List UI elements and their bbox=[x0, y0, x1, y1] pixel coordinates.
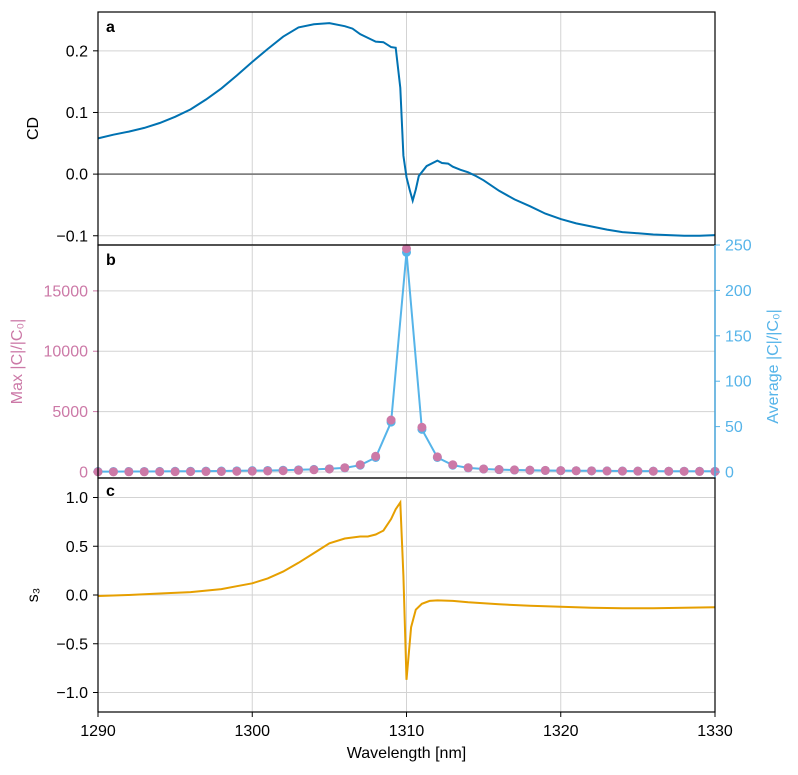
panel-b-y2label: Average |C|/|C₀| bbox=[765, 309, 782, 424]
panel-b-ylabel: Max |C|/|C₀| bbox=[9, 319, 26, 405]
panel-c-ylabel: s₃ bbox=[25, 588, 42, 603]
s3-series-line bbox=[97, 499, 716, 680]
panel-c-label: c bbox=[106, 483, 115, 500]
max-marker bbox=[386, 415, 396, 425]
x-tick-label: 1300 bbox=[234, 723, 270, 740]
y-tick-label: 15000 bbox=[44, 283, 89, 300]
max-marker bbox=[556, 466, 566, 476]
panel-b-grid bbox=[97, 245, 716, 478]
max-marker bbox=[633, 466, 643, 476]
x-tick-label: 1320 bbox=[543, 723, 579, 740]
y2-tick-label: 150 bbox=[725, 328, 752, 345]
max-marker bbox=[479, 464, 489, 474]
y-tick-label: −0.5 bbox=[56, 636, 88, 653]
y-tick-label: 0.0 bbox=[66, 588, 88, 605]
panel-a-label: a bbox=[106, 19, 115, 36]
panel-a-grid bbox=[97, 12, 716, 245]
x-tick-label: 1310 bbox=[389, 723, 425, 740]
max-marker bbox=[540, 465, 550, 475]
max-marker bbox=[648, 466, 658, 476]
x-axis-label: Wavelength [nm] bbox=[347, 745, 466, 762]
max-marker bbox=[463, 463, 473, 473]
y2-tick-label: 50 bbox=[725, 419, 743, 436]
max-marker bbox=[263, 466, 273, 476]
max-marker bbox=[371, 451, 381, 461]
max-marker bbox=[247, 466, 257, 476]
x-tick-label: 1290 bbox=[80, 723, 116, 740]
max-marker bbox=[201, 467, 211, 477]
panel-b-label: b bbox=[106, 252, 116, 269]
max-marker bbox=[232, 466, 242, 476]
y2-tick-label: 100 bbox=[725, 374, 752, 391]
max-marker bbox=[695, 466, 705, 476]
panel-c: −1.0 −0.5 0.0 0.5 1.0 1290 1300 1310 1320 1330 c… bbox=[25, 477, 733, 762]
y-tick-label: 0 bbox=[79, 464, 88, 481]
y-tick-label: 1.0 bbox=[66, 490, 88, 507]
max-marker bbox=[139, 467, 149, 477]
max-marker bbox=[525, 465, 535, 475]
panel-a: −0.1 0.0 0.1 0.2 a CD bbox=[25, 11, 716, 246]
panel-c-frame bbox=[97, 477, 716, 713]
panel-a-ylabel: CD bbox=[25, 117, 42, 140]
max-marker bbox=[355, 460, 365, 470]
panel-b: 0 5000 10000 15000 0 50 100 150 200 250 b Max |C… bbox=[9, 238, 782, 482]
max-marker bbox=[664, 466, 674, 476]
max-marker bbox=[417, 422, 427, 432]
max-marker bbox=[108, 467, 118, 477]
y-tick-label: 0.1 bbox=[66, 105, 88, 122]
max-marker bbox=[509, 465, 519, 475]
y-tick-label: 0.0 bbox=[66, 167, 88, 184]
max-marker bbox=[309, 465, 319, 475]
cd-series-line bbox=[97, 22, 716, 237]
panel-c-yticks: −1.0 −0.5 0.0 0.5 1.0 bbox=[56, 490, 98, 702]
max-marker bbox=[124, 467, 134, 477]
max-marker bbox=[186, 467, 196, 477]
panel-b-yticks-left: 0 5000 10000 15000 bbox=[44, 283, 98, 481]
max-marker bbox=[587, 466, 597, 476]
max-marker bbox=[340, 463, 350, 473]
max-series-markers bbox=[93, 244, 720, 477]
x-tick-label: 1330 bbox=[697, 723, 733, 740]
max-marker bbox=[294, 465, 304, 475]
y2-tick-label: 0 bbox=[725, 465, 734, 482]
max-marker bbox=[448, 460, 458, 470]
max-marker bbox=[155, 467, 165, 477]
panel-b-yticks-right: 0 50 100 150 200 250 bbox=[715, 238, 752, 482]
max-marker bbox=[571, 466, 581, 476]
y-tick-label: −1.0 bbox=[56, 685, 88, 702]
y2-tick-label: 200 bbox=[725, 283, 752, 300]
max-marker bbox=[494, 465, 504, 475]
max-marker bbox=[602, 466, 612, 476]
max-marker bbox=[679, 466, 689, 476]
y-tick-label: −0.1 bbox=[56, 228, 88, 245]
y-tick-label: 0.2 bbox=[66, 43, 88, 60]
max-marker bbox=[402, 244, 411, 254]
max-marker bbox=[432, 452, 442, 462]
max-marker bbox=[278, 466, 288, 476]
y-tick-label: 10000 bbox=[44, 344, 89, 361]
panel-c-xticks: 1290 1300 1310 1320 1330 bbox=[80, 712, 733, 740]
max-marker bbox=[324, 464, 334, 474]
y-tick-label: 5000 bbox=[52, 404, 88, 421]
y-tick-label: 0.5 bbox=[66, 539, 88, 556]
max-marker bbox=[170, 467, 180, 477]
max-marker bbox=[216, 466, 226, 476]
panel-a-yticks: −0.1 0.0 0.1 0.2 bbox=[56, 43, 98, 245]
y2-tick-label: 250 bbox=[725, 238, 752, 255]
max-marker bbox=[617, 466, 627, 476]
